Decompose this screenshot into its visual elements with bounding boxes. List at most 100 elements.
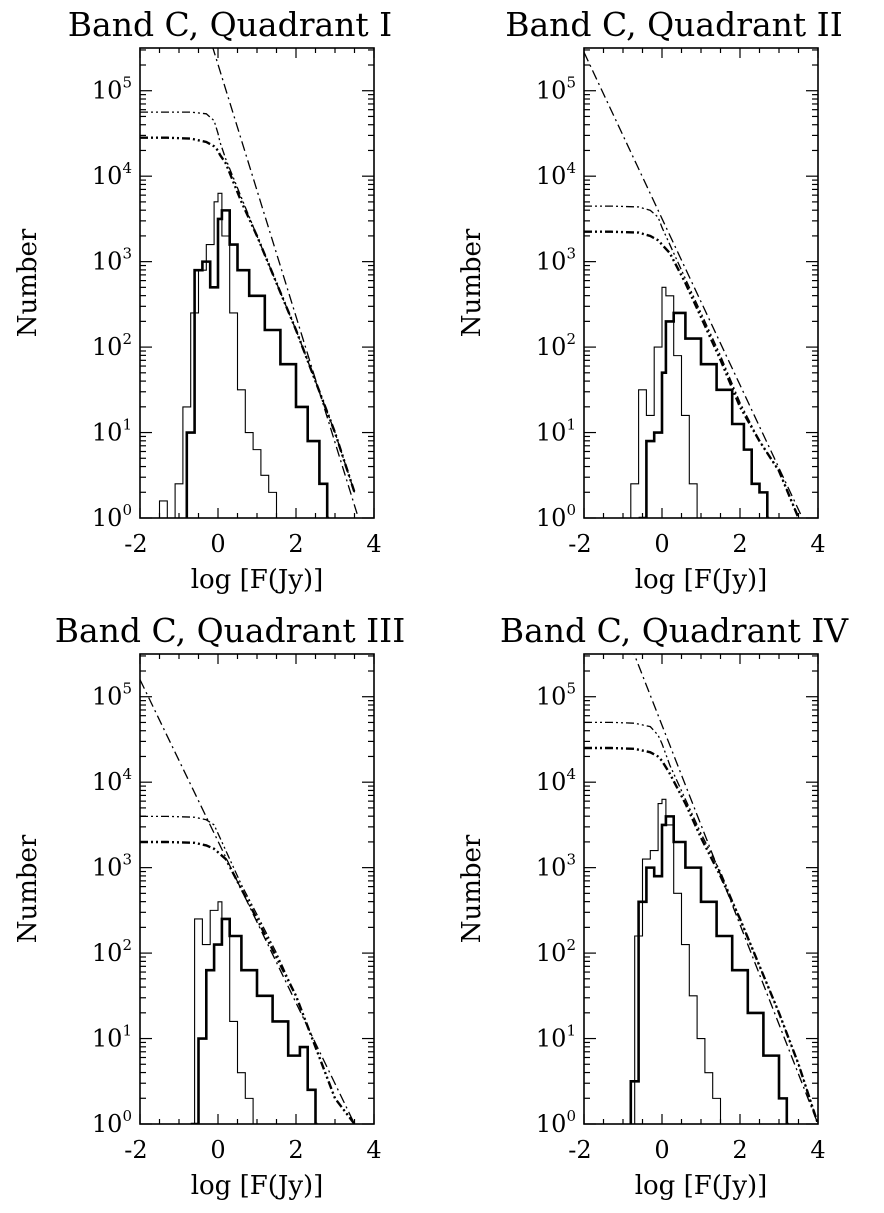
y-tick-label: 102 <box>92 936 132 967</box>
y-tick-label: 101 <box>536 416 576 447</box>
y-tick-base: 10 <box>92 333 123 361</box>
cumulative-thick-series <box>584 746 818 1124</box>
series-group <box>140 48 360 518</box>
y-tick-exp: 0 <box>566 501 576 519</box>
y-tick-base: 10 <box>536 854 567 882</box>
series-group <box>140 679 356 1124</box>
x-tick-label: 2 <box>732 530 747 558</box>
y-tick-exp: 5 <box>566 680 576 698</box>
cumulative-thin-series <box>584 205 800 518</box>
power-law-fit-line <box>140 679 356 1124</box>
x-tick-label: 4 <box>810 1136 825 1164</box>
x-axis-label: log [F(Jy)] <box>635 1171 768 1201</box>
y-tick-base: 10 <box>92 768 123 796</box>
chart-title: Band C, Quadrant II <box>505 5 842 44</box>
y-tick-base: 10 <box>536 248 567 276</box>
y-tick-exp: 5 <box>122 74 132 92</box>
chart-svg: Band C, Quadrant II Number log [F(Jy)] -2 0 2… <box>457 5 843 595</box>
y-tick-exp: 4 <box>566 765 576 783</box>
histogram-thin-series <box>626 798 723 1124</box>
y-tick-base: 10 <box>92 1025 123 1053</box>
cumulative-thick-series <box>140 136 356 493</box>
x-axis-label: log [F(Jy)] <box>191 1171 324 1201</box>
chart-svg: Band C, Quadrant I Number log [F(Jy)] -2 0 2 4… <box>13 5 392 595</box>
y-tick-label: 105 <box>536 680 576 711</box>
y-tick-exp: 3 <box>566 851 576 869</box>
x-tick-label: 4 <box>810 530 825 558</box>
cumulative-thin-series <box>140 111 356 493</box>
y-tick-label: 101 <box>536 1022 576 1053</box>
y-tick-base: 10 <box>92 939 123 967</box>
y-tick-exp: 3 <box>122 851 132 869</box>
cumulative-thick-series <box>584 230 800 518</box>
y-tick-exp: 4 <box>122 159 132 177</box>
x-tick-label: 0 <box>210 1136 225 1164</box>
y-tick-base: 10 <box>92 854 123 882</box>
x-tick-label: 2 <box>732 1136 747 1164</box>
y-tick-base: 10 <box>536 768 567 796</box>
x-tick-label: 2 <box>288 1136 303 1164</box>
y-tick-label: 105 <box>536 74 576 105</box>
histogram-thin-series <box>630 286 700 518</box>
y-tick-label: 103 <box>536 851 576 882</box>
y-tick-base: 10 <box>536 1110 567 1138</box>
y-tick-base: 10 <box>536 162 567 190</box>
y-tick-exp: 1 <box>122 416 132 434</box>
panel-quadrant-2: Band C, Quadrant II Number log [F(Jy)] -2 0 2… <box>444 0 884 606</box>
chart-svg: Band C, Quadrant III Number log [F(Jy)] -2 0… <box>13 611 406 1201</box>
histogram-thick-series <box>190 917 318 1124</box>
y-tick-label: 100 <box>92 501 132 532</box>
y-tick-exp: 5 <box>122 680 132 698</box>
y-tick-base: 10 <box>92 419 123 447</box>
chart-title: Band C, Quadrant III <box>55 611 406 650</box>
y-tick-exp: 2 <box>566 936 576 954</box>
y-tick-exp: 4 <box>566 159 576 177</box>
plot-frame <box>139 653 375 1125</box>
y-tick-label: 104 <box>92 159 132 190</box>
y-tick-label: 101 <box>92 1022 132 1053</box>
y-tick-label: 104 <box>536 765 576 796</box>
y-tick-label: 102 <box>92 330 132 361</box>
y-tick-base: 10 <box>92 248 123 276</box>
y-tick-label: 104 <box>536 159 576 190</box>
y-tick-label: 102 <box>536 936 576 967</box>
x-tick-label: -2 <box>124 530 147 558</box>
y-tick-label: 105 <box>92 680 132 711</box>
plot-frame <box>583 47 819 519</box>
y-tick-base: 10 <box>92 683 123 711</box>
series-group <box>584 654 818 1124</box>
y-tick-exp: 4 <box>122 765 132 783</box>
y-tick-label: 103 <box>92 851 132 882</box>
y-tick-label: 103 <box>92 245 132 276</box>
y-tick-exp: 1 <box>122 1022 132 1040</box>
histogram-thick-series <box>638 311 770 518</box>
y-tick-label: 100 <box>536 501 576 532</box>
x-tick-label: 4 <box>366 1136 381 1164</box>
x-tick-label: 2 <box>288 530 303 558</box>
y-axis-label: Number <box>457 228 487 337</box>
y-axis-label: Number <box>457 834 487 943</box>
y-tick-base: 10 <box>536 419 567 447</box>
chart-title: Band C, Quadrant I <box>68 5 392 44</box>
cumulative-thick-series <box>140 840 356 1124</box>
x-tick-label: -2 <box>568 530 591 558</box>
y-tick-exp: 0 <box>566 1107 576 1125</box>
histogram-thick-series <box>185 209 330 518</box>
y-tick-base: 10 <box>536 683 567 711</box>
y-tick-label: 105 <box>92 74 132 105</box>
y-tick-base: 10 <box>536 939 567 967</box>
y-tick-exp: 1 <box>566 416 576 434</box>
chart-svg: Band C, Quadrant IV Number log [F(Jy)] -2 0 2… <box>457 611 849 1201</box>
y-tick-label: 103 <box>536 245 576 276</box>
y-tick-label: 100 <box>92 1107 132 1138</box>
x-axis-label: log [F(Jy)] <box>635 565 768 595</box>
x-tick-label: 0 <box>654 1136 669 1164</box>
y-tick-base: 10 <box>536 504 567 532</box>
chart-title: Band C, Quadrant IV <box>500 611 849 650</box>
y-tick-base: 10 <box>92 77 123 105</box>
y-tick-exp: 2 <box>566 330 576 348</box>
histogram-thick-series <box>629 815 789 1124</box>
x-tick-label: -2 <box>124 1136 147 1164</box>
y-tick-base: 10 <box>92 1110 123 1138</box>
series-group <box>584 51 803 518</box>
